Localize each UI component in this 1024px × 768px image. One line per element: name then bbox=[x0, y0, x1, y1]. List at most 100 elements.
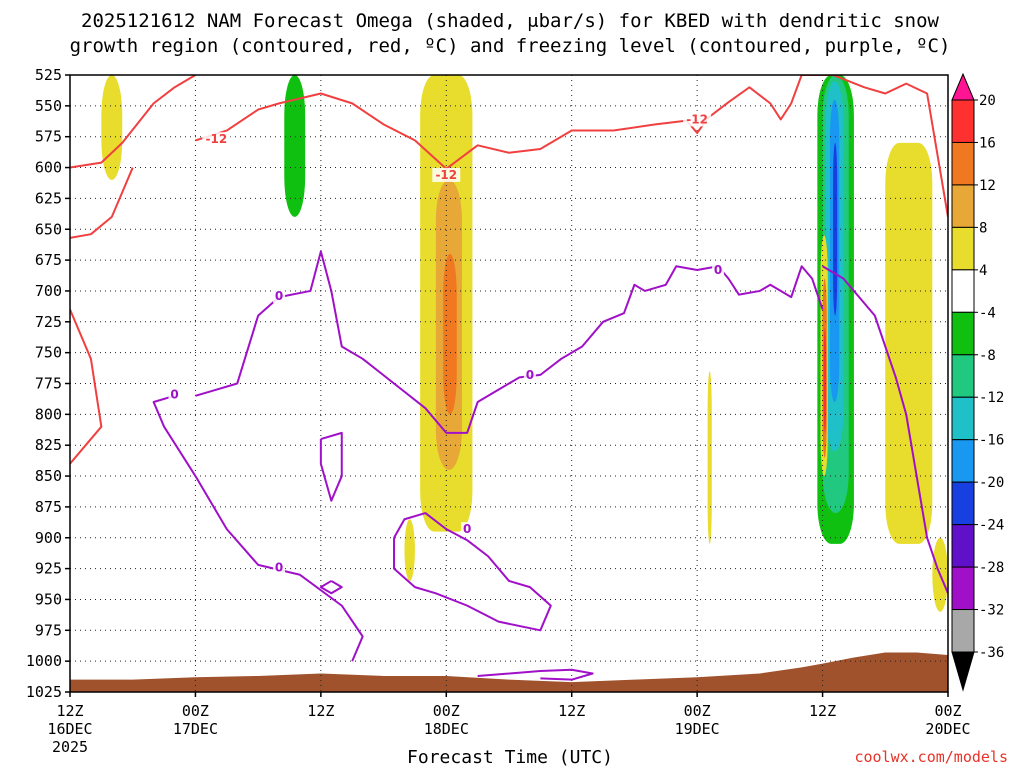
omega-region-11 bbox=[723, 75, 739, 205]
y-tick-label-12: 825 bbox=[35, 436, 62, 454]
freezing-contour-small_ring_1 bbox=[319, 431, 343, 502]
omega-shading bbox=[70, 75, 948, 692]
dgz-contour-upper_right bbox=[801, 75, 948, 218]
freezing-label-3: 0 bbox=[463, 522, 471, 536]
x-tick-label-6: 12Z bbox=[809, 702, 836, 720]
colorbar-bin-2 bbox=[951, 141, 975, 186]
y-tick-label-2: 575 bbox=[35, 128, 62, 146]
colorbar: 20 16 12 8 4 -4 -8 -12 -16 -20 -24 -28 -32 -36 bbox=[951, 72, 1004, 692]
freezing-label-2: 0 bbox=[275, 560, 283, 574]
terrain-fill bbox=[70, 652, 948, 692]
y-tick-label-5: 650 bbox=[35, 220, 62, 238]
y-tick-label-4: 625 bbox=[35, 189, 62, 207]
omega-region-8 bbox=[443, 253, 457, 415]
dgz-label-1-bg bbox=[432, 167, 461, 182]
omega-region-21 bbox=[823, 327, 827, 433]
colorbar-label-3: 8 bbox=[979, 220, 987, 236]
credit-text[interactable]: coolwx.com/models bbox=[854, 748, 1008, 766]
x-tick-label-5: 00Z bbox=[684, 702, 711, 720]
colorbar-label-8: -16 bbox=[979, 433, 1004, 449]
colorbar-bin-9 bbox=[951, 439, 975, 483]
dgz-contour-left_line bbox=[70, 167, 134, 239]
colorbar-bin-7 bbox=[951, 354, 975, 398]
colorbar-label-11: -28 bbox=[979, 560, 1004, 576]
y-tick-label-18: 975 bbox=[35, 621, 62, 639]
omega-region-10 bbox=[404, 519, 415, 581]
y-tick-label-15: 900 bbox=[35, 529, 62, 547]
x-tick-label-4: 12Z bbox=[558, 702, 585, 720]
colorbar-label-6: -8 bbox=[979, 348, 996, 364]
freezing-label-1-bg bbox=[273, 288, 286, 303]
y-tick-label-19: 1000 bbox=[26, 652, 62, 670]
omega-region-12 bbox=[707, 371, 712, 544]
omega-region-5 bbox=[394, 75, 426, 464]
dgz-label-0: -12 bbox=[205, 132, 227, 146]
colorbar-top-arrow bbox=[951, 72, 975, 101]
dgz-contour-mid_line bbox=[195, 75, 803, 170]
colorbar-label-9: -20 bbox=[979, 475, 1004, 491]
dgz-label-2: -12 bbox=[686, 112, 708, 126]
dgz-contour-upper_line bbox=[70, 75, 196, 169]
y-tick-label-13: 850 bbox=[35, 467, 62, 485]
colorbar-bin-11 bbox=[951, 524, 975, 568]
y-tick-label-6: 675 bbox=[35, 251, 62, 269]
dgz-contour-low_left bbox=[70, 309, 103, 465]
y-tick-label-10: 775 bbox=[35, 375, 62, 393]
colorbar-label-5: -4 bbox=[979, 305, 996, 321]
colorbar-label-4: 4 bbox=[979, 263, 987, 279]
y-tick-label-14: 875 bbox=[35, 498, 62, 516]
x-tick-label-7: 00Z bbox=[934, 702, 961, 720]
freezing-label-5: 0 bbox=[714, 263, 722, 277]
x-tick-date-7: 20DEC bbox=[925, 720, 970, 738]
y-tick-label-11: 800 bbox=[35, 405, 62, 423]
freezing-contour-right_line bbox=[822, 265, 948, 594]
colorbar-bin-5 bbox=[951, 269, 975, 313]
colorbar-bin-12 bbox=[951, 566, 975, 611]
colorbar-bin-13 bbox=[951, 609, 975, 653]
x-tick-date-5: 19DEC bbox=[675, 720, 720, 738]
freezing-contour-main_line bbox=[152, 394, 364, 662]
colorbar-bin-3 bbox=[951, 184, 975, 228]
freezing-label-0: 0 bbox=[170, 388, 178, 402]
freezing-contour-upper_line bbox=[195, 250, 824, 434]
freezing-contour-ring bbox=[393, 512, 552, 632]
x-tick-date-1: 17DEC bbox=[173, 720, 218, 738]
colorbar-label-2: 12 bbox=[979, 178, 996, 194]
x-tick-label-1: 00Z bbox=[182, 702, 209, 720]
y-tick-label-3: 600 bbox=[35, 159, 62, 177]
chart-title-line-2: growth region (contoured, red, ºC) and f… bbox=[70, 35, 951, 57]
freezing-label-3-bg bbox=[461, 522, 474, 537]
omega-region-2 bbox=[284, 75, 306, 217]
colorbar-bin-6 bbox=[951, 311, 975, 356]
omega-region-0 bbox=[101, 75, 123, 180]
y-tick-label-20: 1025 bbox=[26, 683, 62, 701]
dgz-label-1: -12 bbox=[435, 168, 457, 182]
x-tick-year-0: 2025 bbox=[52, 738, 88, 756]
y-tick-label-16: 925 bbox=[35, 560, 62, 578]
colorbar-bottom-arrow bbox=[951, 651, 975, 692]
y-tick-label-1: 550 bbox=[35, 97, 62, 115]
freezing-label-4: 0 bbox=[526, 368, 534, 382]
freezing-label-4-bg bbox=[523, 367, 536, 382]
plot-area bbox=[70, 75, 948, 692]
colorbar-bin-4 bbox=[951, 226, 975, 271]
freezing-contour-bottom_line bbox=[477, 668, 594, 681]
colorbar-label-7: -12 bbox=[979, 390, 1004, 406]
y-tick-label-7: 700 bbox=[35, 282, 62, 300]
x-tick-label-2: 12Z bbox=[307, 702, 334, 720]
y-tick-label-8: 725 bbox=[35, 313, 62, 331]
x-axis-label: Forecast Time (UTC) bbox=[407, 747, 613, 768]
dgz-label-0-bg bbox=[202, 132, 231, 147]
x-tick-date-3: 18DEC bbox=[424, 720, 469, 738]
freezing-contour-small_ring_2 bbox=[319, 580, 343, 595]
y-tick-label-17: 950 bbox=[35, 590, 62, 608]
colorbar-bin-1 bbox=[951, 99, 975, 143]
colorbar-label-10: -24 bbox=[979, 518, 1004, 534]
colorbar-label-12: -32 bbox=[979, 603, 1004, 619]
freezing-label-5-bg bbox=[712, 262, 725, 277]
x-tick-date-0: 16DEC bbox=[47, 720, 92, 738]
omega-region-4 bbox=[341, 75, 358, 143]
contour-lines: -12 -12 -12 0 0 0 0 0 0 bbox=[70, 75, 948, 681]
freezing-label-0-bg bbox=[168, 387, 181, 402]
